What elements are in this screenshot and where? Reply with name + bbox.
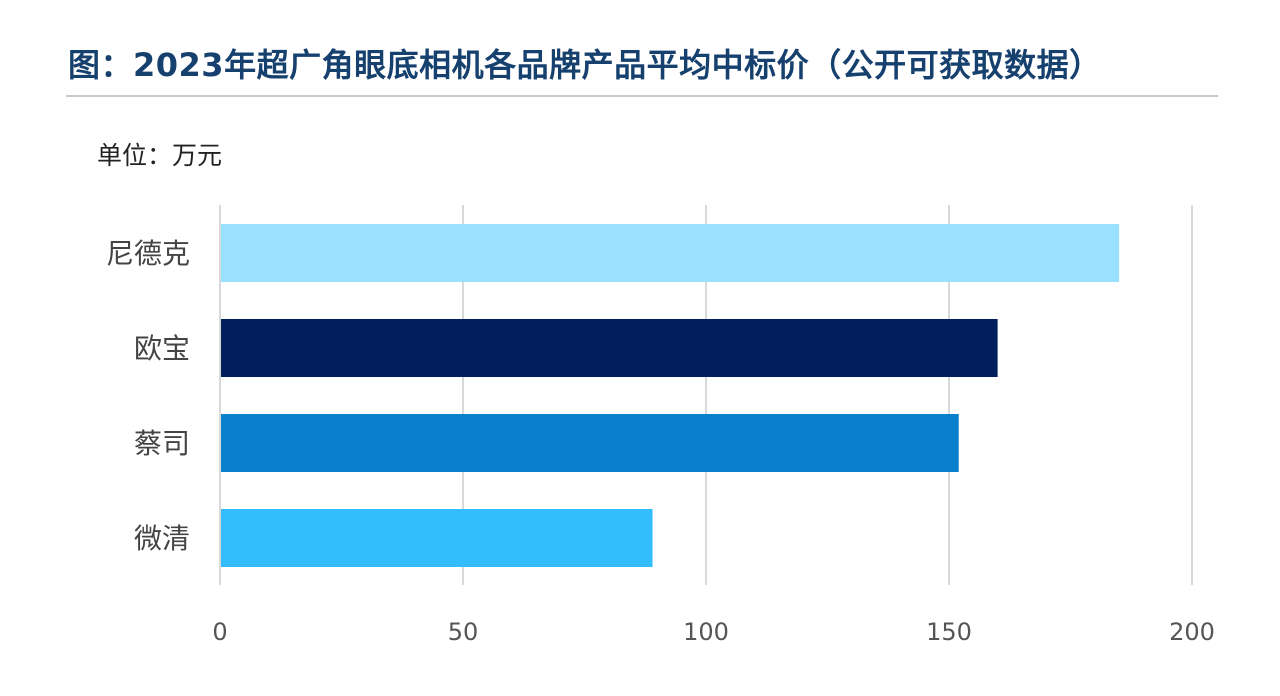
bars	[221, 224, 1120, 567]
x-tick-label: 50	[448, 618, 479, 646]
unit-label: 单位：万元	[97, 141, 223, 170]
x-tick-label: 100	[683, 618, 729, 646]
category-label: 尼德克	[106, 237, 190, 270]
x-tick-label: 200	[1169, 618, 1215, 646]
category-label: 欧宝	[134, 332, 190, 365]
bar-3	[221, 414, 959, 472]
chart-title: 图：2023年超广角眼底相机各品牌产品平均中标价（公开可获取数据）	[68, 46, 1102, 84]
x-tick-label: 0	[212, 618, 227, 646]
category-label: 微清	[134, 522, 190, 555]
category-label: 蔡司	[134, 427, 190, 460]
bar-1	[221, 224, 1120, 282]
x-tick-label: 150	[926, 618, 972, 646]
x-tick-labels: 0 50 100 150 200	[212, 618, 1215, 646]
bar-2	[221, 319, 998, 377]
bar-4	[221, 509, 653, 567]
title-divider	[66, 95, 1218, 97]
